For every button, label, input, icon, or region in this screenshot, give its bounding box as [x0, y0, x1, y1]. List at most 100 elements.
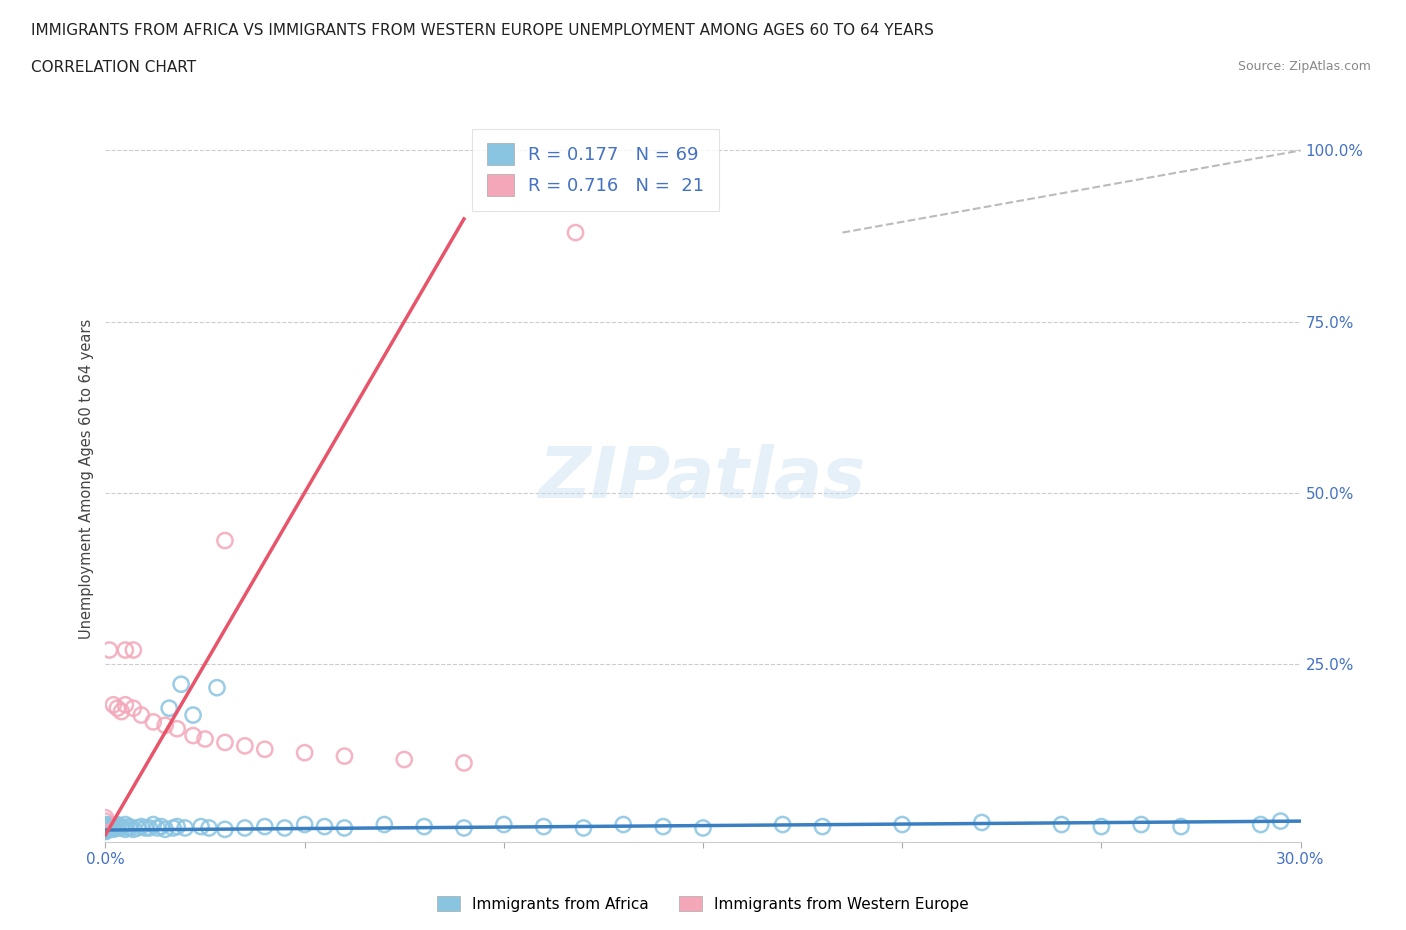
Point	[492, 817, 515, 832]
Point	[294, 817, 316, 832]
Point	[110, 704, 132, 719]
Point	[612, 817, 634, 832]
Point	[333, 820, 356, 835]
Point	[214, 735, 236, 750]
Point	[1090, 819, 1112, 834]
Point	[214, 533, 236, 548]
Point	[114, 698, 136, 712]
Point	[572, 820, 595, 835]
Point	[98, 822, 121, 837]
Point	[392, 752, 416, 767]
Point	[94, 814, 117, 829]
Point	[174, 820, 197, 835]
Point	[373, 817, 395, 832]
Point	[94, 820, 117, 835]
Point	[1170, 819, 1192, 834]
Point	[153, 718, 177, 733]
Point	[1130, 817, 1153, 832]
Point	[1050, 817, 1073, 832]
Point	[94, 820, 117, 835]
Point	[94, 824, 117, 839]
Point	[150, 819, 173, 834]
Point	[333, 749, 356, 764]
Legend: R = 0.177   N = 69, R = 0.716   N =  21: R = 0.177 N = 69, R = 0.716 N = 21	[472, 129, 718, 211]
Point	[118, 819, 141, 834]
Point	[103, 822, 125, 837]
Text: Source: ZipAtlas.com: Source: ZipAtlas.com	[1237, 60, 1371, 73]
Text: CORRELATION CHART: CORRELATION CHART	[31, 60, 195, 75]
Point	[190, 819, 212, 834]
Point	[233, 820, 256, 835]
Point	[94, 810, 117, 825]
Point	[107, 701, 129, 716]
Point	[94, 820, 117, 835]
Point	[273, 820, 295, 835]
Point	[129, 819, 153, 834]
Point	[114, 822, 136, 837]
Point	[970, 815, 993, 830]
Point	[94, 822, 117, 837]
Point	[142, 714, 165, 729]
Point	[103, 698, 125, 712]
Point	[162, 820, 184, 835]
Point	[103, 820, 125, 835]
Point	[233, 738, 256, 753]
Point	[122, 643, 145, 658]
Point	[314, 819, 336, 834]
Point	[157, 701, 180, 716]
Point	[103, 819, 125, 834]
Point	[891, 817, 914, 832]
Point	[181, 728, 204, 743]
Point	[453, 820, 475, 835]
Point	[181, 708, 204, 723]
Point	[114, 817, 136, 832]
Point	[253, 819, 276, 834]
Point	[142, 817, 165, 832]
Point	[198, 820, 221, 835]
Point	[811, 819, 834, 834]
Y-axis label: Unemployment Among Ages 60 to 64 years: Unemployment Among Ages 60 to 64 years	[79, 319, 94, 639]
Point	[122, 822, 145, 837]
Point	[107, 820, 129, 835]
Point	[98, 643, 121, 658]
Point	[107, 819, 129, 834]
Point	[98, 819, 121, 834]
Point	[110, 820, 132, 835]
Point	[294, 745, 316, 760]
Text: IMMIGRANTS FROM AFRICA VS IMMIGRANTS FROM WESTERN EUROPE UNEMPLOYMENT AMONG AGES: IMMIGRANTS FROM AFRICA VS IMMIGRANTS FRO…	[31, 23, 934, 38]
Point	[692, 820, 714, 835]
Point	[122, 701, 145, 716]
Point	[98, 820, 121, 835]
Point	[153, 822, 177, 837]
Point	[134, 820, 156, 835]
Point	[533, 819, 555, 834]
Point	[772, 817, 794, 832]
Point	[1250, 817, 1272, 832]
Point	[166, 819, 188, 834]
Point	[94, 819, 117, 834]
Point	[253, 742, 276, 757]
Point	[94, 823, 117, 838]
Point	[652, 819, 675, 834]
Point	[214, 822, 236, 837]
Point	[205, 680, 228, 695]
Point	[110, 819, 132, 834]
Point	[94, 824, 117, 839]
Point	[127, 820, 149, 835]
Point	[107, 817, 129, 832]
Point	[129, 708, 153, 723]
Point	[146, 820, 169, 835]
Point	[114, 643, 136, 658]
Point	[564, 225, 586, 240]
Point	[138, 820, 160, 835]
Point	[118, 820, 141, 835]
Point	[98, 817, 121, 832]
Point	[94, 822, 117, 837]
Text: ZIPatlas: ZIPatlas	[540, 445, 866, 513]
Point	[453, 755, 475, 770]
Point	[413, 819, 436, 834]
Point	[170, 677, 193, 692]
Point	[194, 732, 217, 747]
Point	[166, 722, 188, 737]
Point	[94, 817, 117, 832]
